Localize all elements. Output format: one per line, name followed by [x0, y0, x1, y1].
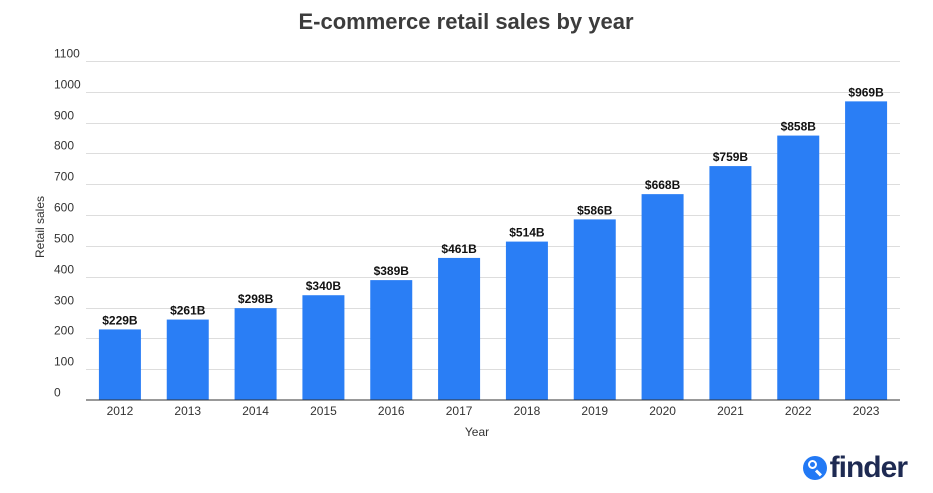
x-axis-ticks: 2012 2013 2014 2015 2016 2017 2018 2019 2020 2021…: [107, 404, 880, 418]
bars: [98, 101, 888, 400]
data-label: $229B: [102, 313, 138, 327]
x-tick-label: 2016: [378, 404, 405, 418]
x-tick-label: 2013: [174, 404, 201, 418]
y-tick-label: 800: [54, 139, 74, 153]
data-label: $514B: [509, 226, 545, 240]
data-label: $461B: [441, 242, 477, 256]
x-tick-label: 2022: [785, 404, 812, 418]
y-axis-title: Retail sales: [33, 196, 47, 258]
bar: [709, 166, 752, 400]
x-tick-label: 2017: [446, 404, 473, 418]
data-label: $759B: [713, 150, 749, 164]
x-axis-title: Year: [465, 425, 489, 439]
bar: [98, 329, 141, 400]
bar: [166, 319, 209, 400]
bar: [302, 295, 345, 400]
y-axis-ticks: 0 100 200 300 400 500 600 700 800 900 1000 1100: [54, 47, 81, 400]
y-tick-label: 400: [54, 263, 74, 277]
x-tick-label: 2014: [242, 404, 269, 418]
y-tick-label: 100: [54, 355, 74, 369]
data-labels: $229B $261B $298B $340B $389B $461B $514B $586B…: [102, 85, 884, 327]
x-tick-label: 2020: [649, 404, 676, 418]
y-tick-label: 300: [54, 294, 74, 308]
gridlines: [86, 61, 900, 370]
y-tick-label: 0: [54, 386, 61, 400]
bar: [234, 308, 277, 400]
x-tick-label: 2012: [107, 404, 134, 418]
x-tick-label: 2019: [581, 404, 608, 418]
y-tick-label: 1100: [54, 47, 80, 61]
finder-logo: finder: [802, 451, 908, 484]
data-label: $668B: [645, 178, 681, 192]
x-tick-label: 2023: [853, 404, 880, 418]
data-label: $586B: [577, 203, 613, 217]
search-icon: [802, 456, 827, 480]
y-tick-label: 900: [54, 109, 74, 123]
logo-wordmark: finder: [829, 451, 908, 484]
x-tick-label: 2015: [310, 404, 337, 418]
chart-title: E-commerce retail sales by year: [298, 9, 634, 34]
data-label: $340B: [306, 279, 342, 293]
bar: [777, 135, 820, 400]
bar: [573, 219, 616, 400]
y-tick-label: 600: [54, 201, 74, 215]
y-tick-label: 200: [54, 324, 74, 338]
bar: [505, 241, 548, 400]
data-label: $858B: [781, 120, 817, 134]
data-label: $969B: [848, 85, 884, 99]
x-tick-label: 2018: [514, 404, 541, 418]
data-label: $261B: [170, 304, 206, 318]
bar: [438, 257, 481, 400]
bar: [641, 194, 684, 400]
x-tick-label: 2021: [717, 404, 744, 418]
y-tick-label: 700: [54, 170, 74, 184]
y-tick-label: 1000: [54, 78, 81, 92]
bar: [845, 101, 888, 400]
data-label: $389B: [374, 264, 410, 278]
bar: [370, 280, 413, 400]
data-label: $298B: [238, 292, 274, 306]
y-tick-label: 500: [54, 232, 74, 246]
